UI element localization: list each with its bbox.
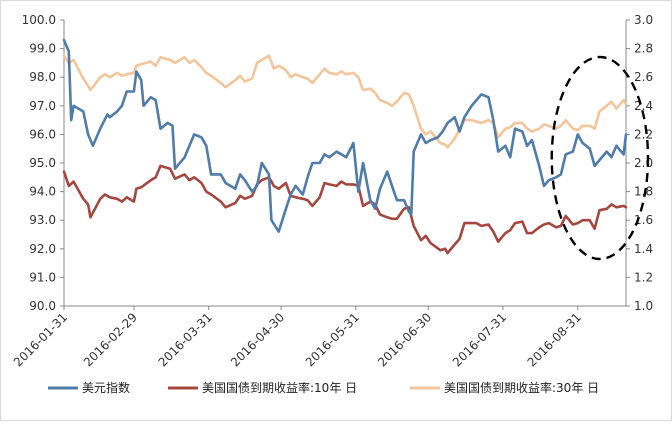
legend-label: 美国国债到期收益率:30年 日 xyxy=(444,380,599,395)
y-left-tick-label: 95.0 xyxy=(29,156,56,170)
y-right-tick-label: 1.2 xyxy=(634,270,653,284)
y-left-tick-label: 96.0 xyxy=(29,127,56,141)
y-right-tick-label: 1.8 xyxy=(634,185,653,199)
y-right-tick-label: 1.6 xyxy=(634,213,653,227)
y-left-tick-label: 97.0 xyxy=(29,99,56,113)
legend-label: 美元指数 xyxy=(82,380,130,395)
y-left-tick-label: 99.0 xyxy=(29,42,56,56)
y-left-tick-label: 92.0 xyxy=(29,242,56,256)
y-right-tick-label: 1.4 xyxy=(634,242,653,256)
y-left-tick-label: 98.0 xyxy=(29,70,56,84)
y-right-tick-label: 3.0 xyxy=(634,13,653,27)
y-left-tick-label: 93.0 xyxy=(29,213,56,227)
legend-item: 美国国债到期收益率:30年 日 xyxy=(410,380,599,395)
y-right-tick-label: 2.2 xyxy=(634,127,653,141)
legend-item: 美国国债到期收益率:10年 日 xyxy=(168,380,357,395)
y-left-tick-label: 94.0 xyxy=(29,185,56,199)
y-left-tick-label: 100.0 xyxy=(22,13,56,27)
y-right-tick-label: 2.0 xyxy=(634,156,653,170)
highlight-ellipse xyxy=(550,55,650,261)
series-line-1 xyxy=(62,164,628,255)
y-left-tick-label: 91.0 xyxy=(29,270,56,284)
legend-item: 美元指数 xyxy=(48,380,130,395)
legend-label: 美国国债到期收益率:10年 日 xyxy=(202,380,357,395)
series-line-0 xyxy=(62,38,628,233)
y-right-tick-label: 2.8 xyxy=(634,42,653,56)
y-right-tick-label: 2.6 xyxy=(634,70,653,84)
y-left-tick-label: 90.0 xyxy=(29,299,56,313)
series-line-2 xyxy=(62,54,628,149)
y-right-tick-label: 1.0 xyxy=(634,299,653,313)
